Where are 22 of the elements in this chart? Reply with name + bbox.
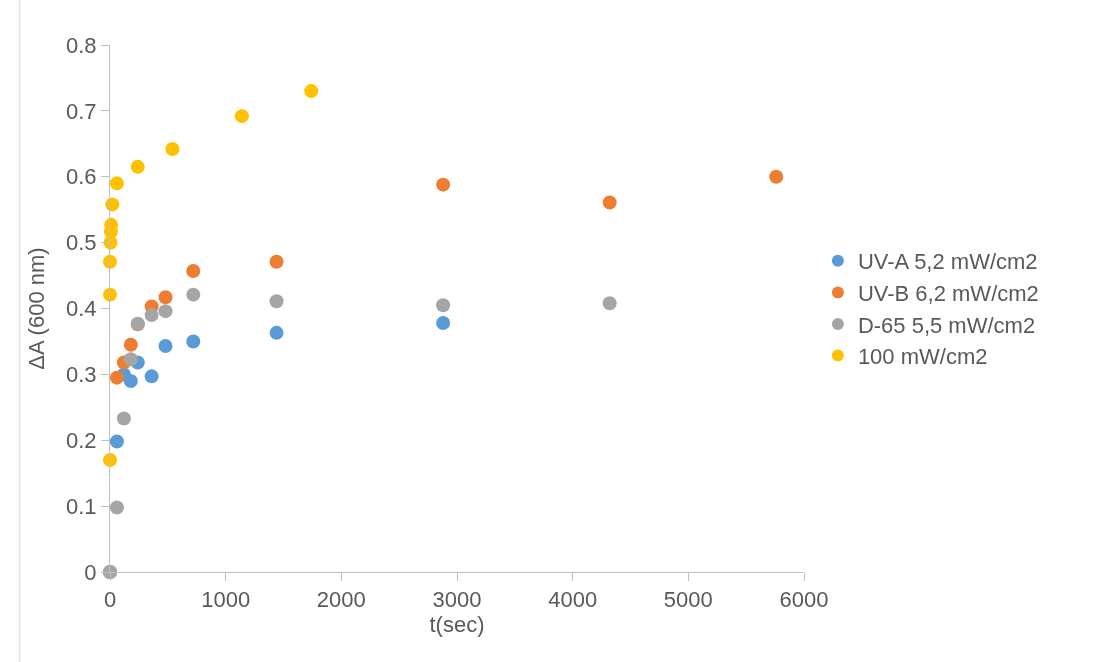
legend-label: UV-B 6,2 mW/cm2 — [857, 280, 1039, 306]
legend-label: 100 mW/cm2 — [857, 344, 988, 370]
y-tick-label: 0.6 — [66, 164, 97, 190]
x-tick-label: 4000 — [548, 587, 598, 613]
y-tick-label: 0.7 — [66, 98, 97, 124]
y-tick-label: 0 — [84, 559, 97, 585]
y-tick-label: 0.8 — [66, 32, 97, 58]
x-tick-label: 2000 — [316, 587, 366, 613]
x-tick-label: 1000 — [201, 587, 251, 613]
x-axis-title: t(sec) — [429, 612, 485, 638]
y-tick-label: 0.5 — [66, 230, 97, 256]
y-tick-label: 0.3 — [66, 362, 97, 388]
x-tick-label: 6000 — [779, 587, 829, 613]
y-tick-label: 0.1 — [66, 493, 97, 519]
y-axis-title: ΔA (600 nm) — [23, 247, 49, 370]
x-tick-label: 0 — [103, 587, 117, 613]
legend-label: D-65 5,5 mW/cm2 — [857, 312, 1036, 338]
x-tick-label: 3000 — [432, 587, 482, 613]
y-tick-label: 0.2 — [66, 427, 97, 453]
y-tick-label: 0.4 — [66, 296, 97, 322]
legend-label: UV-A 5,2 mW/cm2 — [857, 249, 1038, 275]
x-tick-label: 5000 — [663, 587, 713, 613]
